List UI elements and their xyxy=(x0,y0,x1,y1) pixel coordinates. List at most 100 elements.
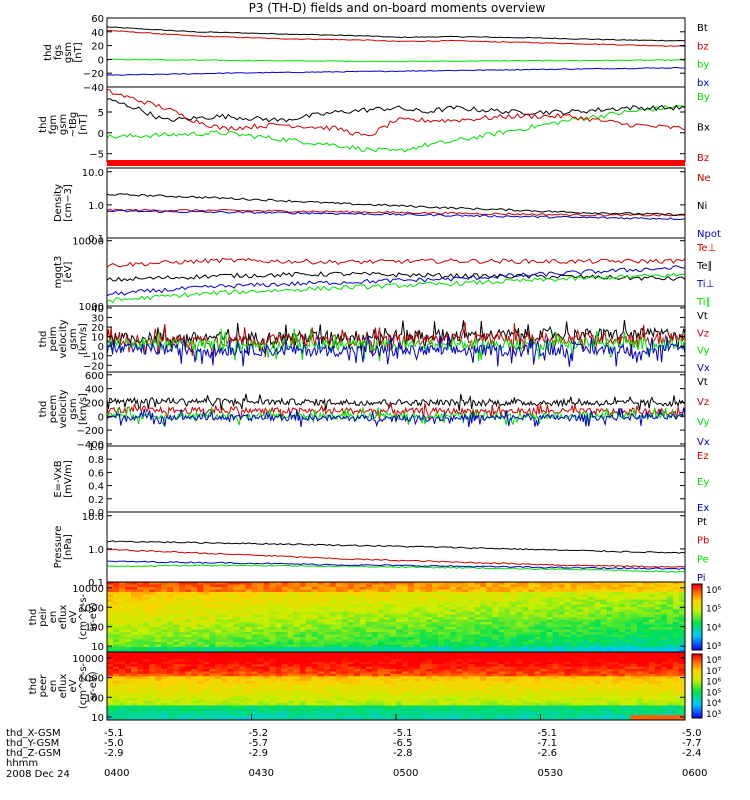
legend-Te⊥: Te⊥ xyxy=(696,243,716,254)
legend-Ey: Ey xyxy=(697,477,709,488)
y-tick-label: 10000 xyxy=(72,237,104,248)
ephemeris-value: -5.7 xyxy=(249,738,269,749)
colorbar-label: 10⁴ xyxy=(706,623,721,633)
panel-frame xyxy=(106,17,686,88)
ephemeris-value: -2.9 xyxy=(104,748,124,759)
series-line-Te⊥ xyxy=(106,257,686,268)
panel-fgm: By Bx Bz 5 0 −5 thd fgm gsm ~tBg [nT] xyxy=(38,86,710,164)
legend-Ti∥: Ti∥ xyxy=(696,297,711,308)
y-tick-label: 10.0 xyxy=(82,512,104,523)
ephemeris-value: -2.9 xyxy=(249,748,269,759)
legend-Vy: Vy xyxy=(697,346,710,357)
series-line-Pi xyxy=(106,560,686,570)
y-tick-label: 10 xyxy=(91,713,104,724)
legend-Ex: Ex xyxy=(697,503,709,514)
y-tick-label: 20 xyxy=(91,42,104,53)
series-line-Pb xyxy=(106,548,686,568)
series-line-Ti∥ xyxy=(106,272,685,304)
series-line-Bx xyxy=(106,98,686,123)
panel-peir: 10⁶ 10⁵ 10⁴ 10³ 10000 1000 100 10 thd peir en eflux… xyxy=(28,581,721,653)
y-tick-label: 1.0 xyxy=(88,545,104,556)
series-line-bx xyxy=(106,66,685,76)
legend-Vx: Vx xyxy=(697,437,710,448)
series-line-By xyxy=(106,104,686,153)
y-axis-label: sr-eV) xyxy=(88,671,99,700)
colorbar-label: 10⁴ xyxy=(706,699,721,709)
y-axis-label: gsm xyxy=(58,114,69,135)
ephemeris-row-label: hhmm xyxy=(6,758,38,769)
y-tick-label: −200 xyxy=(77,426,104,437)
y-axis-label: thd xyxy=(38,331,49,348)
legend-Pb: Pb xyxy=(697,536,709,547)
legend-Bx: Bx xyxy=(697,123,710,134)
series-line-Vt xyxy=(106,393,686,411)
separator-bar xyxy=(107,160,685,166)
y-tick-label: 10 xyxy=(91,333,104,344)
y-axis-label: peim xyxy=(48,326,59,351)
legend-Ti⊥: Ti⊥ xyxy=(696,279,714,290)
y-axis-label: eV xyxy=(68,679,79,692)
panel-frame xyxy=(106,237,686,307)
y-axis-label: gsm xyxy=(63,42,74,63)
y-axis-label: gsm xyxy=(68,398,79,419)
y-tick-label: 10000 xyxy=(72,584,104,595)
y-tick-label: 0.1 xyxy=(88,578,104,589)
y-axis-label: [eV] xyxy=(63,262,74,283)
y-axis-label: ~tBg xyxy=(68,112,79,138)
ephemeris-value: -6.5 xyxy=(393,738,413,749)
y-tick-label: 0.4 xyxy=(88,482,104,493)
ephemeris-row-label: thd_X-GSM xyxy=(6,728,61,739)
y-axis-label: E=-VxB xyxy=(53,460,64,497)
y-axis-label: [nPa] xyxy=(63,534,74,560)
y-tick-label: 0.2 xyxy=(88,495,104,506)
spectrogram-peir xyxy=(107,582,686,653)
ephemeris-value: -2.6 xyxy=(538,748,558,759)
y-axis-label: en xyxy=(48,680,59,693)
y-axis-label: [nT] xyxy=(73,42,84,62)
y-tick-label: 0.1 xyxy=(88,234,104,245)
y-tick-label: 5 xyxy=(98,108,104,119)
y-axis-label: gsm xyxy=(68,328,79,349)
colorbar-label: 10⁵ xyxy=(706,605,721,615)
panel-frame xyxy=(106,167,686,239)
legend-Ne: Ne xyxy=(697,173,711,184)
legend-Vz: Vz xyxy=(697,328,709,339)
colorbar-label: 10⁵ xyxy=(706,688,721,698)
y-axis-label: [mV/m] xyxy=(63,460,74,498)
y-axis-label: mgqt3 xyxy=(53,256,64,289)
ephemeris-value: -5.2 xyxy=(249,728,269,739)
y-tick-label: 20 xyxy=(91,323,104,334)
y-axis-label: [km/s] xyxy=(78,393,89,425)
y-tick-label: 10000 xyxy=(72,654,104,665)
ephemeris-value: -7.7 xyxy=(682,738,702,749)
y-axis-label: peer xyxy=(38,674,49,698)
series-line-Vt xyxy=(106,319,686,354)
series-line-by xyxy=(106,58,686,63)
series-line-Npot xyxy=(106,209,686,221)
y-tick-label: 1.0 xyxy=(88,201,104,212)
y-axis-label: fgs xyxy=(53,45,64,60)
legend-By: By xyxy=(697,92,710,103)
y-tick-label: 400 xyxy=(85,385,104,396)
legend-Vy: Vy xyxy=(697,417,710,428)
panel-frame xyxy=(106,371,686,447)
legend-Bt: Bt xyxy=(697,23,708,34)
y-tick-label: 30 xyxy=(91,313,104,324)
y-tick-label: 0 xyxy=(98,129,104,140)
time-tick-label: 0430 xyxy=(249,768,274,779)
y-tick-label: −10 xyxy=(83,352,104,363)
colorbar-label: 10⁷ xyxy=(706,667,721,677)
y-axis-label: thd xyxy=(28,609,39,626)
colorbar-peir: 10⁶ 10⁵ 10⁴ 10³ xyxy=(691,583,721,652)
y-tick-label: 1000 xyxy=(79,603,104,614)
y-tick-label: 10.0 xyxy=(82,168,104,179)
time-tick-label: 0600 xyxy=(682,768,707,779)
y-tick-label: 600 xyxy=(85,371,104,382)
y-axis-label: eflux xyxy=(58,605,69,630)
y-tick-label: 1000 xyxy=(79,302,104,313)
spectrogram-peer xyxy=(107,652,686,721)
legend-Vz: Vz xyxy=(697,397,709,408)
panel-efield: Ez Ey Ex 1.0 0.8 0.6 0.4 0.2 0.0 E=-VxB [mV/m] xyxy=(53,442,709,519)
